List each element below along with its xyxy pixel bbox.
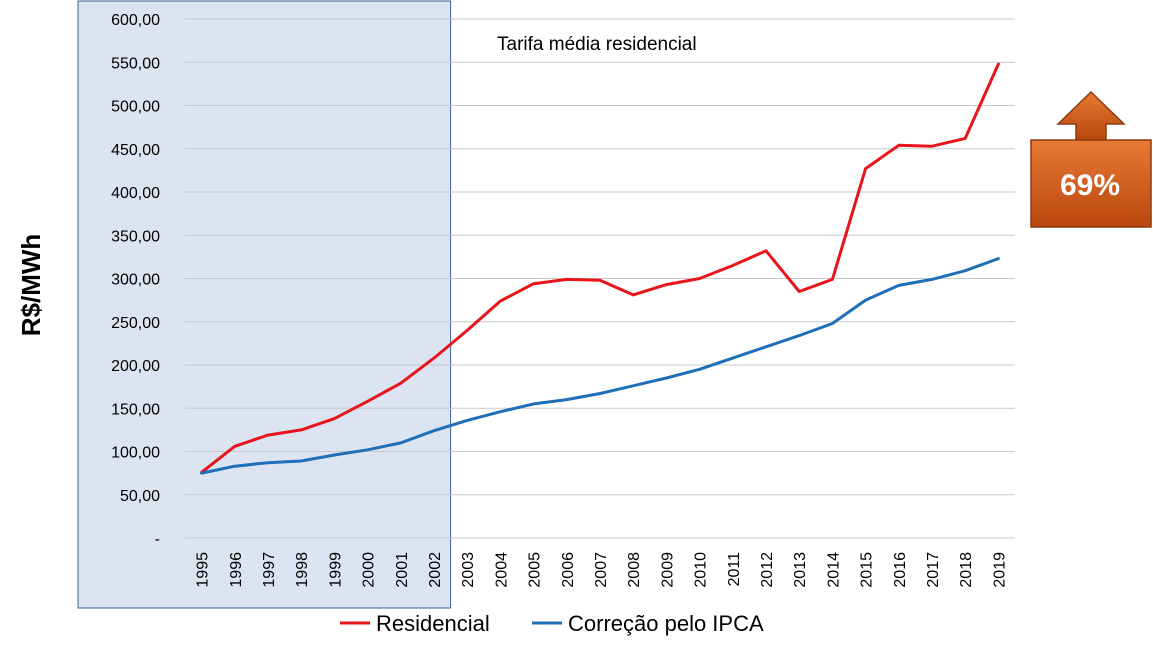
x-tick-label: 2017 [925,552,942,588]
x-tick-label: 2015 [859,552,876,588]
legend-label-residencial: Residencial [376,611,490,636]
y-tick-label: 400,00 [111,185,160,202]
x-tick-label: 1996 [228,552,245,588]
y-tick-label: 250,00 [111,315,160,332]
badge-box [1030,139,1152,228]
x-tick-label: 2010 [693,552,710,588]
series-line-ipca [200,257,1000,475]
highlight-region [77,0,452,609]
x-tick-label: 2001 [394,552,411,588]
x-axis-ticks: 1995 1996 1997 1998 1999 2000 2001 2002 2003 2004… [195,552,1009,588]
y-tick-label: 200,00 [111,358,160,375]
y-tick-label: - [155,531,160,548]
y-tick-label: 100,00 [111,445,160,462]
x-tick-label: 1998 [294,552,311,588]
series-group [200,62,1000,475]
x-tick-label: 1995 [195,552,212,588]
badge-value: 69% [1060,169,1120,202]
x-tick-label: 2002 [427,552,444,588]
x-tick-label: 2005 [527,552,544,588]
gridlines [185,18,1015,539]
x-tick-label: 2000 [361,552,378,588]
legend: Residencial Correção pelo IPCA [340,611,764,636]
y-tick-label: 150,00 [111,401,160,418]
legend-label-ipca: Correção pelo IPCA [568,611,764,636]
x-tick-label: 2019 [991,552,1008,588]
y-tick-label: 500,00 [111,99,160,116]
y-tick-label: 550,00 [111,55,160,72]
x-tick-label: 2004 [493,552,510,588]
x-tick-label: 2009 [659,552,676,588]
y-axis-ticks: - 50,00 100,00 150,00 200,00 250,00 300,00 350,… [111,12,160,548]
x-tick-label: 2003 [460,552,477,588]
y-tick-label: 300,00 [111,272,160,289]
x-tick-label: 2006 [560,552,577,588]
series-line-residencial [200,62,1000,474]
y-tick-label: 350,00 [111,228,160,245]
x-tick-label: 2012 [759,552,776,588]
x-tick-label: 1999 [327,552,344,588]
x-tick-label: 2013 [792,552,809,588]
chart-title: Tarifa média residencial [497,34,697,55]
y-axis-label: R$/MWh [16,234,46,337]
x-tick-label: 2014 [825,552,842,588]
up-arrow-icon [1056,90,1126,141]
y-tick-label: 50,00 [120,488,160,505]
x-tick-label: 2011 [726,552,743,587]
x-tick-label: 2008 [626,552,643,588]
y-tick-label: 450,00 [111,142,160,159]
x-tick-label: 2007 [593,552,610,588]
x-tick-label: 2016 [892,552,909,588]
x-tick-label: 2018 [958,552,975,588]
percent-badge: 69% [1030,90,1152,228]
y-tick-label: 600,00 [111,12,160,29]
x-tick-label: 1997 [261,552,278,588]
